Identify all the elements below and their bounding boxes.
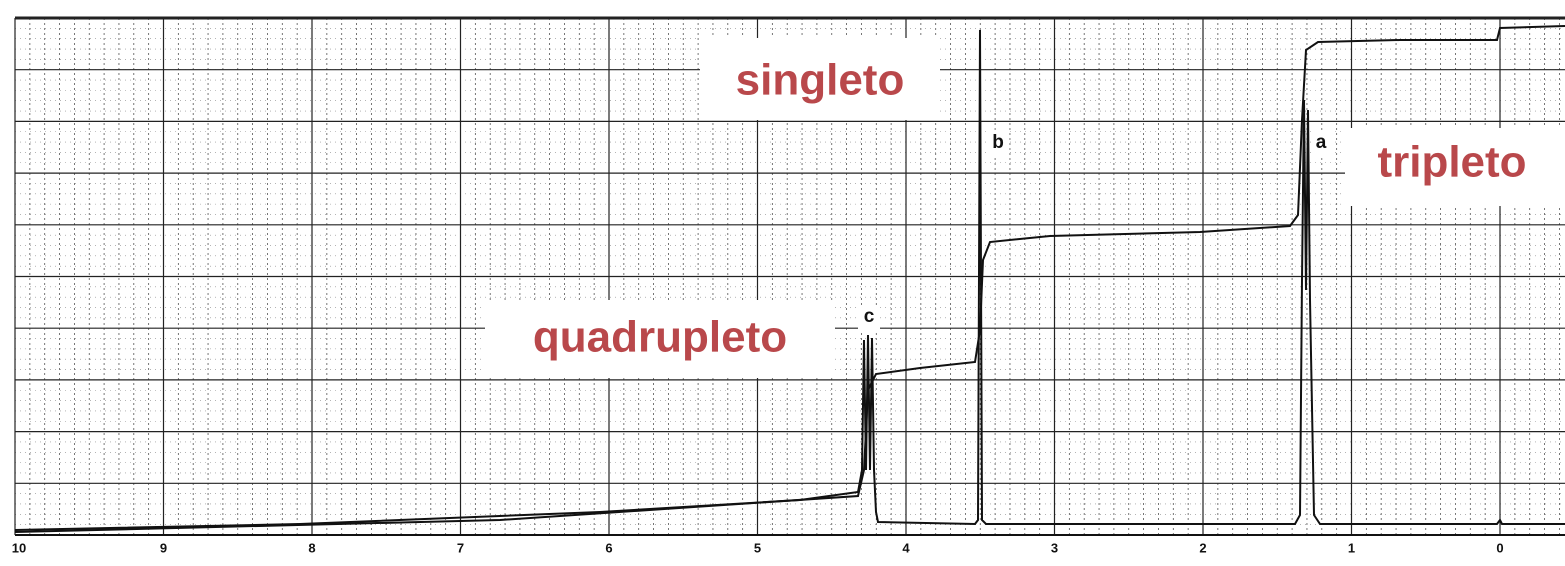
annotation: singleto <box>736 56 905 105</box>
x-tick-label: 10 <box>12 540 26 555</box>
x-tick-label: 5 <box>754 540 761 555</box>
x-tick-label: 2 <box>1199 540 1206 555</box>
x-tick-label: 0 <box>1496 540 1503 555</box>
x-tick-label: 3 <box>1051 540 1058 555</box>
x-tick-label: 6 <box>605 540 612 555</box>
spectrum-trace <box>14 29 1565 531</box>
integration-curve <box>14 25 1565 533</box>
x-tick-label: 9 <box>160 540 167 555</box>
x-tick-label: 4 <box>902 540 910 555</box>
label-box <box>1311 130 1331 156</box>
peak-label: c <box>864 306 875 327</box>
peak-label: a <box>1316 132 1327 153</box>
label-box <box>700 38 940 120</box>
x-tick-label: 8 <box>308 540 315 555</box>
x-tick-label: 1 <box>1348 540 1355 555</box>
peak-label: b <box>992 132 1004 153</box>
annotation: tripleto <box>1377 138 1526 187</box>
label-box <box>1345 128 1565 206</box>
x-tick-label: 7 <box>457 540 464 555</box>
annotation: quadrupleto <box>533 313 787 362</box>
label-box <box>858 305 880 331</box>
label-box <box>485 300 835 378</box>
label-box <box>988 130 1008 156</box>
